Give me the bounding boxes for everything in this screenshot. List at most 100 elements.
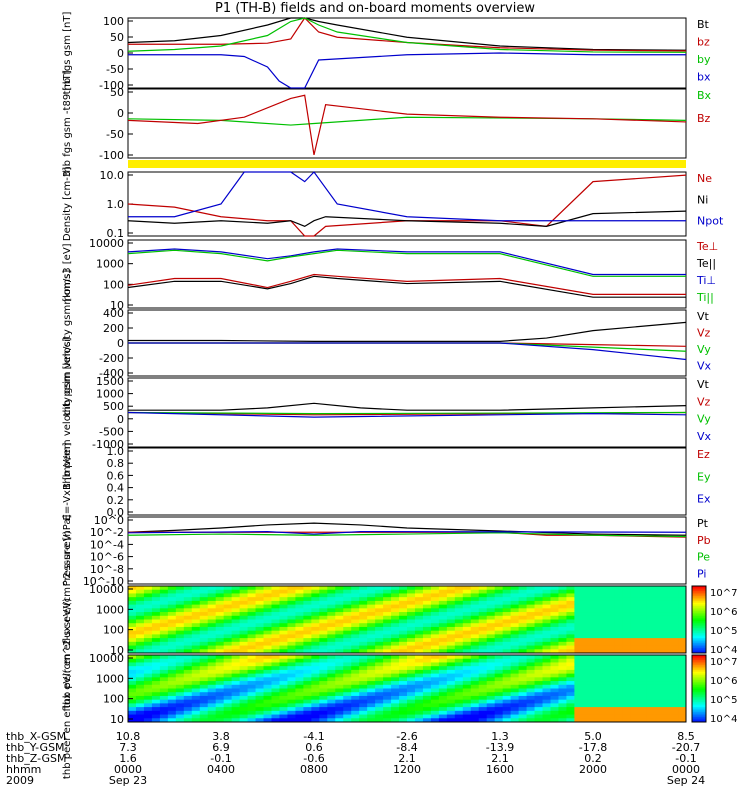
heatmap-cell <box>295 669 304 675</box>
heatmap-cell <box>462 695 472 701</box>
heatmap-cell <box>438 703 448 708</box>
colorbar-segment <box>692 686 706 689</box>
heatmap-cell <box>383 608 392 613</box>
heatmap-cell <box>279 699 288 704</box>
heatmap-cell <box>407 699 416 704</box>
heatmap-cell <box>542 586 551 591</box>
heatmap-cell <box>135 714 145 719</box>
heatmap-cell <box>526 604 536 609</box>
heatmap-cell <box>582 677 591 682</box>
heatmap-cell <box>383 586 392 591</box>
heatmap-cell <box>199 703 209 708</box>
heatmap-cell <box>303 699 312 704</box>
heatmap-cell <box>263 677 272 682</box>
heatmap-cell <box>199 710 209 716</box>
heatmap-cell <box>590 641 599 647</box>
heatmap-cell <box>678 688 687 693</box>
footer-z: 0.2 <box>584 752 602 765</box>
heatmap-cell <box>199 649 209 654</box>
heatmap-cell <box>414 677 424 682</box>
heatmap-cell <box>391 681 400 686</box>
heatmap-cell <box>486 593 496 598</box>
heatmap-cell <box>407 669 416 675</box>
heatmap-cell <box>598 630 607 635</box>
heatmap-cell <box>247 641 257 647</box>
heatmap-cell <box>151 688 161 693</box>
heatmap-cell <box>143 586 153 591</box>
y-tick-label: 100 <box>103 693 124 706</box>
heatmap-cell <box>518 692 528 697</box>
heatmap-cell <box>606 718 615 723</box>
heatmap-cell <box>654 600 663 606</box>
heatmap-cell <box>279 615 288 620</box>
heatmap-cell <box>375 623 384 628</box>
heatmap-cell <box>191 699 201 704</box>
heatmap-cell <box>486 688 496 693</box>
colorbar-segment <box>692 685 706 688</box>
colorbar-segment <box>692 713 706 716</box>
heatmap-cell <box>494 608 504 613</box>
heatmap-cell <box>175 608 185 613</box>
heatmap-cell <box>646 615 655 620</box>
heatmap-cell <box>215 641 225 647</box>
heatmap-cell <box>311 638 320 643</box>
heatmap-cell <box>590 666 599 671</box>
heatmap-cell <box>407 645 416 650</box>
heatmap-cell <box>367 662 376 667</box>
heatmap-cell <box>175 655 185 660</box>
heatmap-cell <box>191 604 201 609</box>
heatmap-cell <box>375 673 384 678</box>
panel-frame <box>127 585 687 654</box>
heatmap-cell <box>159 641 169 647</box>
heatmap-cell <box>598 662 607 667</box>
heatmap-cell <box>678 586 687 591</box>
heatmap-cell <box>319 710 328 716</box>
heatmap-cell <box>247 649 257 654</box>
heatmap-cell <box>446 589 456 594</box>
heatmap-cell <box>590 634 599 639</box>
heatmap-cell <box>678 615 687 620</box>
heatmap-cell <box>327 604 336 609</box>
heatmap-cell <box>438 589 448 594</box>
heatmap-cell <box>438 593 448 598</box>
heatmap-cell <box>670 604 679 609</box>
heatmap-cell <box>143 623 153 628</box>
legend-entry: Npot <box>697 215 724 228</box>
heatmap-cell <box>383 626 392 632</box>
heatmap-cell <box>343 619 352 624</box>
heatmap-cell <box>399 638 408 643</box>
heatmap-cell <box>646 677 655 682</box>
heatmap-cell <box>367 658 376 663</box>
y-axis-label: thb peim velocity gsm [km/s] <box>62 270 73 417</box>
heatmap-cell <box>263 710 272 716</box>
heatmap-cell <box>550 673 559 678</box>
heatmap-cell <box>518 597 528 602</box>
series-line-Ti|| <box>127 249 686 277</box>
legend-entry: Vt <box>697 310 710 323</box>
heatmap-cell <box>343 655 352 660</box>
heatmap-cell <box>128 718 137 723</box>
heatmap-cell <box>239 634 249 639</box>
heatmap-cell <box>383 597 392 602</box>
heatmap-cell <box>662 695 671 701</box>
heatmap-cell <box>638 608 647 613</box>
heatmap-cell <box>367 673 376 678</box>
heatmap-cell <box>167 662 177 667</box>
heatmap-cell <box>351 699 360 704</box>
heatmap-cell <box>247 707 257 712</box>
heatmap-cell <box>662 714 671 719</box>
heatmap-cell <box>151 626 161 632</box>
heatmap-cell <box>654 623 663 628</box>
heatmap-cell <box>646 699 655 704</box>
heatmap-cell <box>446 707 456 712</box>
heatmap-cell <box>598 619 607 624</box>
heatmap-cell <box>143 608 153 613</box>
heatmap-cell <box>167 707 177 712</box>
heatmap-cell <box>550 688 559 693</box>
heatmap-cell <box>550 707 559 712</box>
heatmap-cell <box>215 615 225 620</box>
heatmap-cell <box>255 608 265 613</box>
colorbar-segment <box>692 665 706 668</box>
heatmap-cell <box>407 703 416 708</box>
heatmap-cell <box>614 604 623 609</box>
